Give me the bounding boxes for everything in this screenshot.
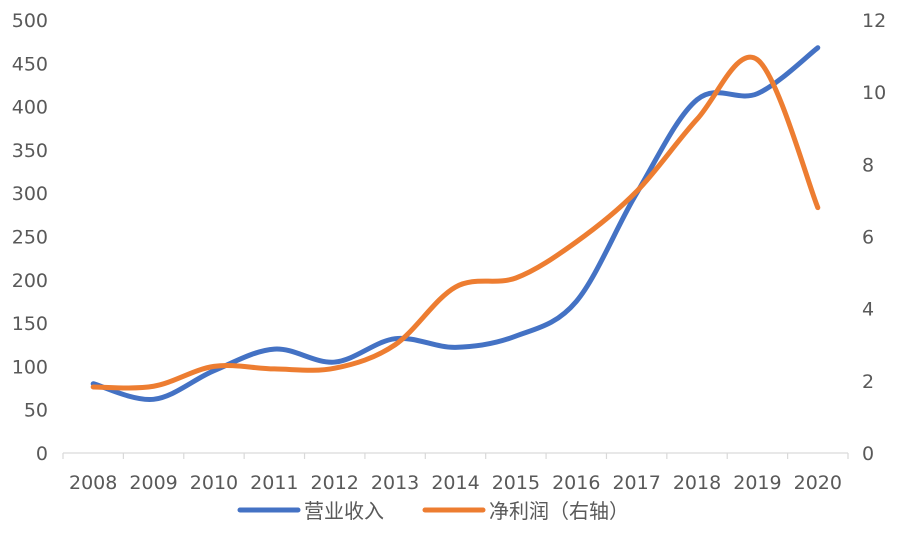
legend-label: 营业收入 xyxy=(304,499,384,523)
y-left-tick-label: 500 xyxy=(12,10,48,32)
y-left-tick-label: 250 xyxy=(12,227,48,249)
y-right-tick-label: 4 xyxy=(862,299,874,321)
x-tick-label: 2015 xyxy=(492,472,540,494)
x-tick-label: 2018 xyxy=(673,472,721,494)
legend-label: 净利润（右轴） xyxy=(489,499,629,523)
series-line-2 xyxy=(90,54,821,391)
x-tick-label: 2013 xyxy=(371,472,419,494)
x-tick-label: 2008 xyxy=(69,472,117,494)
y-left-tick-label: 300 xyxy=(12,183,48,205)
y-left-tick-label: 0 xyxy=(36,443,48,465)
series-lines xyxy=(90,45,821,402)
x-tick-label: 2016 xyxy=(552,472,600,494)
series-line-1 xyxy=(90,45,821,402)
x-tick-label: 2012 xyxy=(311,472,359,494)
x-tick-label: 2009 xyxy=(129,472,177,494)
x-tick-label: 2017 xyxy=(612,472,660,494)
y-left-tick-label: 50 xyxy=(24,400,48,422)
y-right-tick-label: 2 xyxy=(862,371,874,393)
x-tick-label: 2014 xyxy=(431,472,479,494)
y-left-tick-label: 350 xyxy=(12,140,48,162)
x-tick-label: 2019 xyxy=(733,472,781,494)
x-tick-label: 2010 xyxy=(190,472,238,494)
x-tick-label: 2011 xyxy=(250,472,298,494)
y-left-tick-label: 200 xyxy=(12,270,48,292)
x-tick-label: 2020 xyxy=(794,472,842,494)
y-right-tick-label: 0 xyxy=(862,443,874,465)
y-left-tick-label: 150 xyxy=(12,313,48,335)
y-right-tick-label: 12 xyxy=(862,10,886,32)
legend: 营业收入 净利润（右轴） xyxy=(237,499,629,523)
y-left-tick-label: 400 xyxy=(12,97,48,119)
axes: 2008 2009 2010 2011 2012 2013 2014 2015 2016 2017… xyxy=(12,10,886,494)
y-left-tick-label: 100 xyxy=(12,356,48,378)
y-right-tick-label: 6 xyxy=(862,227,874,249)
y-right-tick-label: 10 xyxy=(862,82,886,104)
y-left-tick-label: 450 xyxy=(12,53,48,75)
y-right-tick-label: 8 xyxy=(862,154,874,176)
